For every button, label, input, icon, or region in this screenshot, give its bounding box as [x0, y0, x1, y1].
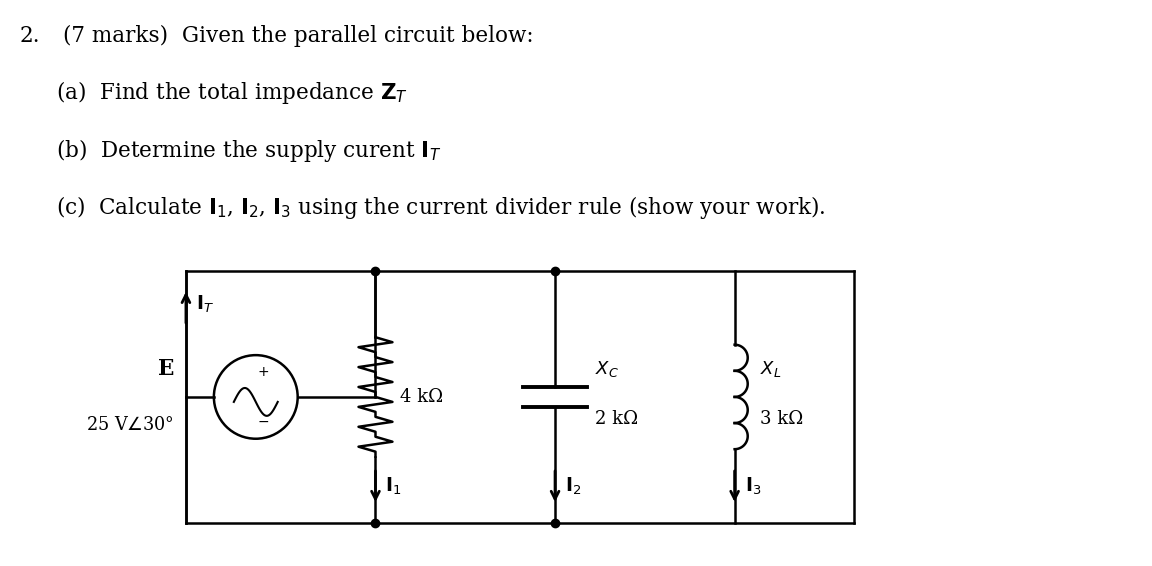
Text: $X_L$: $X_L$	[759, 359, 781, 379]
Text: $\mathbf{I}_3$: $\mathbf{I}_3$	[744, 476, 761, 497]
Text: (b)  Determine the supply curent $\mathbf{I}_T$: (b) Determine the supply curent $\mathbf…	[56, 137, 441, 164]
Text: 25 V$\angle$30°: 25 V$\angle$30°	[86, 416, 174, 434]
Text: 4 kΩ: 4 kΩ	[401, 388, 444, 406]
Text: (7 marks)  Given the parallel circuit below:: (7 marks) Given the parallel circuit bel…	[63, 25, 533, 48]
Text: $X_C$: $X_C$	[594, 359, 619, 379]
Text: 2.: 2.	[20, 25, 40, 48]
Text: −: −	[258, 415, 270, 429]
Text: +: +	[258, 365, 270, 379]
Text: $\mathbf{I}_2$: $\mathbf{I}_2$	[564, 476, 582, 497]
Text: (c)  Calculate $\mathbf{I}_1$, $\mathbf{I}_2$, $\mathbf{I}_3$ using the current : (c) Calculate $\mathbf{I}_1$, $\mathbf{I…	[56, 195, 826, 221]
Text: (a)  Find the total impedance $\mathbf{Z}_T$: (a) Find the total impedance $\mathbf{Z}…	[56, 79, 408, 106]
Text: $\mathbf{I}_1$: $\mathbf{I}_1$	[386, 476, 402, 497]
Text: 2 kΩ: 2 kΩ	[594, 410, 638, 428]
Text: 3 kΩ: 3 kΩ	[759, 410, 803, 428]
Text: E: E	[158, 358, 174, 380]
Text: $\mathbf{I}_T$: $\mathbf{I}_T$	[196, 294, 214, 315]
